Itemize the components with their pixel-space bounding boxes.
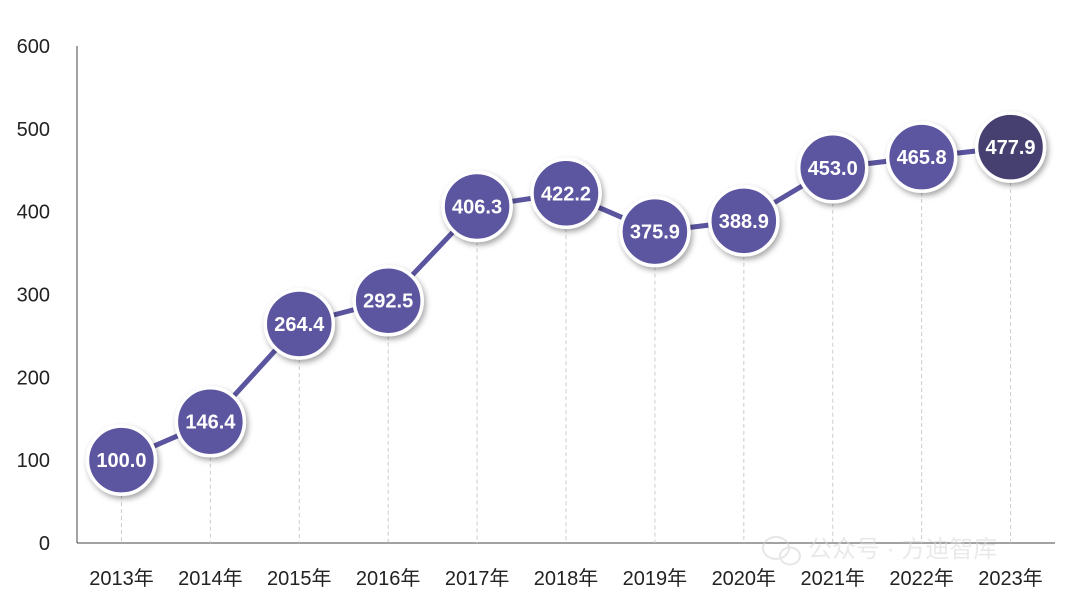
x-tick-label: 2022年 [889,567,954,590]
data-point: 100.0 [85,424,158,496]
y-tick-label: 300 [17,285,50,307]
data-label: 292.5 [363,291,413,313]
drop-lines [120,147,1012,543]
data-marker [263,288,336,360]
data-label: 375.9 [630,222,680,244]
data-point: 388.9 [708,185,780,257]
data-marker [174,385,247,458]
x-tick-label: 2018年 [534,567,599,590]
data-marker [796,132,869,204]
data-point: 375.9 [619,195,691,268]
y-tick-label: 600 [17,36,50,58]
data-marker [708,185,780,257]
data-point: 422.2 [530,157,602,230]
data-label: 388.9 [719,211,769,233]
data-point: 453.0 [796,132,869,204]
data-marker [530,157,602,230]
data-marker [85,424,158,496]
wechat-icon [762,536,801,566]
data-point: 477.9 [974,111,1047,183]
data-point: 146.4 [174,385,247,458]
y-tick-label: 0 [39,533,50,555]
data-markers: 100.0 146.4 264.4 292.5 406.3 422.2 375.9 388.9… [85,111,1047,496]
data-label: 146.4 [185,412,236,434]
data-marker [441,170,513,243]
data-label: 406.3 [452,196,502,218]
watermark-text: 公众号 · 方迪智库 [808,536,997,563]
x-tick-label: 2015年 [267,567,332,590]
x-tick-label: 2021年 [800,567,865,590]
y-axis: 0 100 200 300 400 500 600 [17,36,78,555]
x-tick-label: 2020年 [712,567,777,590]
y-tick-label: 100 [17,450,50,472]
data-label: 465.8 [897,147,947,169]
data-marker [619,195,691,268]
y-tick-label: 200 [17,367,50,389]
watermark: 公众号 · 方迪智库 [762,536,997,566]
x-tick-label: 2019年 [623,567,688,590]
y-tick-label: 500 [17,119,50,141]
x-axis: 2013年 2014年 2015年 2016年 2017年 2018年 2019年 2020年… [77,542,1055,590]
data-marker [974,111,1047,183]
x-tick-label: 2017年 [445,567,510,590]
data-label: 100.0 [96,450,146,472]
data-label: 422.2 [541,183,591,205]
data-marker [885,121,958,193]
data-label: 453.0 [808,158,858,180]
x-tick-label: 2023年 [978,567,1043,590]
data-label: 264.4 [274,314,325,336]
data-point: 264.4 [263,288,336,360]
x-tick-label: 2014年 [178,567,243,590]
y-tick-label: 400 [17,202,50,224]
data-point: 406.3 [441,170,513,243]
x-tick-label: 2013年 [89,567,154,590]
data-label: 477.9 [986,137,1036,159]
data-point: 292.5 [352,264,424,337]
x-tick-label: 2016年 [356,567,421,590]
data-point: 465.8 [885,121,958,193]
data-marker [352,264,424,337]
